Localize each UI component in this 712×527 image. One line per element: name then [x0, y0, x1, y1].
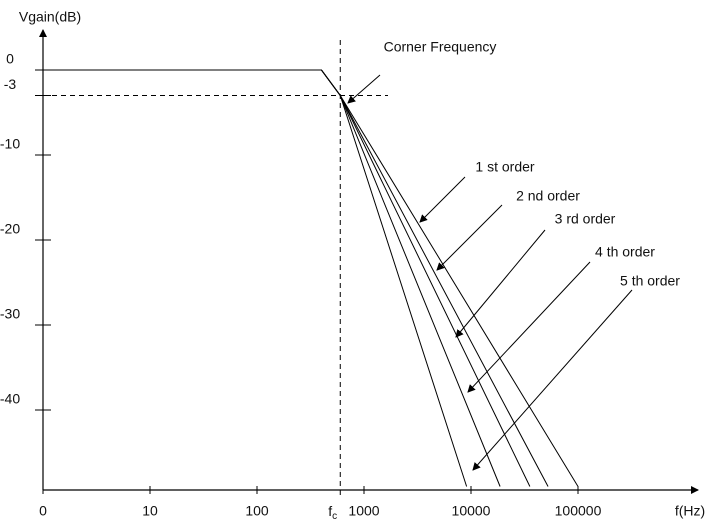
x-tick-label: 10 — [142, 503, 158, 519]
series-label-arrow — [437, 205, 502, 270]
y-tick-label: -20 — [0, 221, 20, 237]
chart: Vgain(dB) f(Hz) Corner Frequency 0 -3 -10 -… — [0, 0, 712, 527]
y-tick-label: 0 — [6, 51, 14, 67]
series-label-arrow — [456, 230, 545, 337]
x-axis-label: f(Hz) — [675, 503, 705, 519]
x-tick-label: 100 — [245, 503, 269, 519]
corner-label: fc — [328, 503, 337, 522]
series-label-arrow — [420, 177, 465, 222]
series-line — [43, 70, 548, 487]
series-label-arrow — [468, 262, 590, 392]
series-label-arrow — [473, 290, 632, 470]
y-tick-label: -3 — [4, 76, 17, 92]
annotation-arrow — [348, 75, 380, 103]
series-line — [43, 70, 530, 487]
series-label: 2 nd order — [516, 188, 580, 204]
y-tick-label: -40 — [0, 391, 20, 407]
y-axis-label: Vgain(dB) — [19, 9, 81, 25]
series-label: 5 th order — [620, 273, 680, 289]
y-tick-label: -30 — [0, 306, 20, 322]
x-tick-label: 100000 — [555, 503, 602, 519]
series-label: 4 th order — [595, 244, 655, 260]
x-tick-label: 10000 — [452, 503, 491, 519]
series-line — [43, 70, 467, 487]
series-label: 3 rd order — [555, 211, 616, 227]
series-line — [43, 70, 500, 487]
x-tick-label: 0 — [39, 503, 47, 519]
y-tick-label: -10 — [0, 136, 20, 152]
series-label: 1 st order — [475, 159, 534, 175]
x-tick-label: 1000 — [348, 503, 379, 519]
corner-label-sub: c — [332, 511, 337, 522]
annotation: Corner Frequency — [384, 39, 497, 55]
series-line — [43, 70, 578, 487]
